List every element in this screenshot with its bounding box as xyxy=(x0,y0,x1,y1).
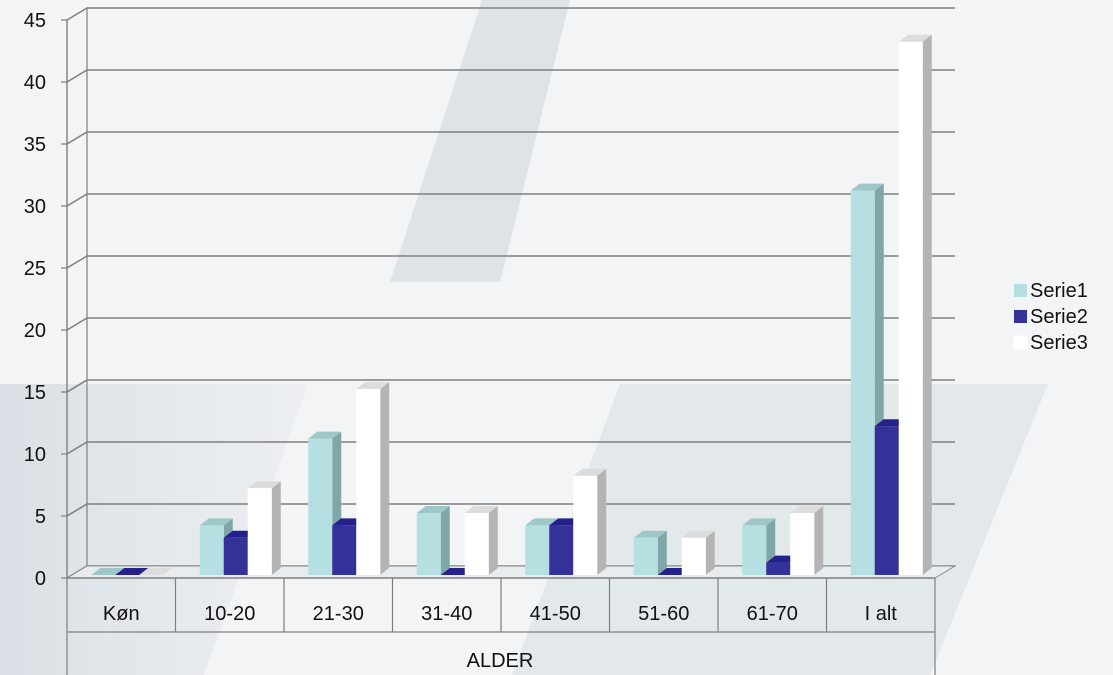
x-axis-title: ALDER xyxy=(467,650,534,672)
bar xyxy=(356,382,390,575)
bar-top xyxy=(356,382,390,389)
legend-item: Serie2 xyxy=(1014,306,1088,328)
bar-front xyxy=(681,537,706,575)
bar-front xyxy=(898,41,923,576)
bar-side xyxy=(922,34,932,576)
bar-top xyxy=(416,506,450,513)
y-tick-label: 35 xyxy=(24,134,46,156)
bar-top xyxy=(681,530,715,538)
bar-top xyxy=(850,183,884,191)
bar-front xyxy=(247,488,272,575)
x-tick-label: 61-70 xyxy=(747,603,798,625)
legend-label: Serie2 xyxy=(1030,306,1088,328)
x-tick-label: Køn xyxy=(103,603,140,625)
bar xyxy=(247,481,281,575)
y-tick-label: 5 xyxy=(35,506,46,528)
bar xyxy=(464,506,498,575)
legend-label: Serie3 xyxy=(1030,332,1088,354)
bar-top xyxy=(464,506,498,513)
bar-top xyxy=(742,518,776,526)
y-tick-label: 45 xyxy=(24,10,46,32)
bar-front xyxy=(766,562,791,575)
bar-side xyxy=(814,506,824,575)
bar-front xyxy=(356,389,381,575)
y-tick-label: 40 xyxy=(24,72,46,94)
bar-top xyxy=(898,34,932,42)
bar-side xyxy=(440,506,450,575)
bar xyxy=(633,530,667,575)
bar xyxy=(91,568,125,575)
gridline xyxy=(66,255,955,269)
bar-side xyxy=(705,530,715,575)
bar xyxy=(115,568,149,575)
bar-front xyxy=(332,525,357,575)
y-tick-label: 20 xyxy=(24,320,46,342)
y-tick-label: 15 xyxy=(24,382,46,404)
bar-top xyxy=(790,506,824,513)
bar-front xyxy=(464,513,489,575)
y-axis-ticks: 0 5 10 15 20 25 30 35 40 45 xyxy=(24,10,67,590)
bar-top xyxy=(573,468,607,476)
bar-front xyxy=(633,537,658,575)
bar-front xyxy=(573,475,598,575)
bar-front xyxy=(525,525,550,575)
legend-swatch xyxy=(1013,335,1028,350)
legend-swatch xyxy=(1014,284,1027,297)
bar-top xyxy=(139,568,173,575)
legend-item: Serie3 xyxy=(1013,332,1088,354)
bar-front xyxy=(199,525,224,575)
bar-side xyxy=(597,468,607,575)
gridline xyxy=(66,317,955,331)
bar-front xyxy=(874,426,899,575)
legend-label: Serie1 xyxy=(1030,280,1088,302)
bar-front xyxy=(742,525,767,575)
bar-top xyxy=(91,568,125,575)
bar-side xyxy=(488,506,498,575)
x-tick-label: 51-60 xyxy=(638,603,689,625)
bar xyxy=(573,468,607,575)
bars xyxy=(91,34,932,576)
bar xyxy=(416,506,450,575)
bar-front xyxy=(223,537,248,575)
legend-swatch xyxy=(1014,310,1027,323)
bar-front xyxy=(850,190,875,575)
bar-front xyxy=(790,513,815,575)
bar-top xyxy=(633,530,667,538)
bar-side xyxy=(271,481,281,575)
x-tick-label: 31-40 xyxy=(421,603,472,625)
bar xyxy=(790,506,824,575)
legend: Serie1 Serie2 Serie3 xyxy=(1013,280,1088,354)
y-tick-label: 0 xyxy=(35,568,46,590)
bar-front xyxy=(416,513,441,575)
bar-front xyxy=(308,438,333,575)
bar xyxy=(681,530,715,575)
x-tick-label: 21-30 xyxy=(313,603,364,625)
bar-top xyxy=(115,568,149,575)
x-tick-label: I alt xyxy=(865,603,898,625)
x-tick-label: 10-20 xyxy=(204,603,255,625)
bar-top xyxy=(308,431,342,439)
legend-item: Serie1 xyxy=(1014,280,1088,302)
y-tick-label: 30 xyxy=(24,196,46,218)
bar-top xyxy=(525,518,559,526)
x-axis: Køn 10-20 21-30 31-40 41-50 51-60 61-70 I alt xyxy=(66,577,936,675)
bar-front xyxy=(549,525,574,575)
bar-top xyxy=(199,518,233,526)
bar-side xyxy=(657,530,667,575)
y-tick-label: 10 xyxy=(24,444,46,466)
bar-top xyxy=(247,481,281,489)
y-tick-label: 25 xyxy=(24,258,46,280)
x-tick-label: 41-50 xyxy=(530,603,581,625)
bar-side xyxy=(380,382,390,575)
bar xyxy=(898,34,932,576)
bar xyxy=(139,568,173,575)
